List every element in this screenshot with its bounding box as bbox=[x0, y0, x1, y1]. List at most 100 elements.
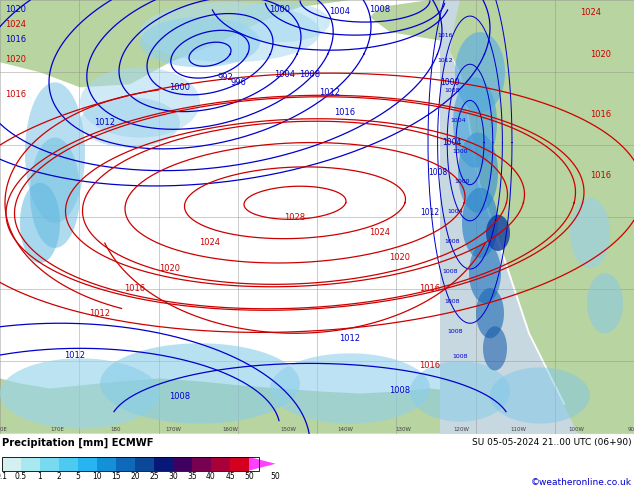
Text: 50: 50 bbox=[271, 471, 280, 481]
Bar bbox=[97, 457, 116, 470]
Polygon shape bbox=[0, 378, 634, 434]
Text: 1004: 1004 bbox=[443, 138, 462, 147]
Text: 1008: 1008 bbox=[443, 269, 458, 274]
Text: 1004: 1004 bbox=[450, 119, 466, 123]
Text: 1024: 1024 bbox=[580, 8, 601, 17]
Text: 1020: 1020 bbox=[389, 253, 410, 263]
Text: 50: 50 bbox=[244, 471, 254, 481]
Bar bbox=[40, 457, 59, 470]
Text: 1024: 1024 bbox=[5, 20, 26, 29]
Polygon shape bbox=[469, 243, 501, 303]
Text: 1008: 1008 bbox=[444, 299, 460, 304]
Text: 180E: 180E bbox=[0, 427, 7, 432]
Text: SU 05-05-2024 21..00 UTC (06+90): SU 05-05-2024 21..00 UTC (06+90) bbox=[472, 438, 632, 446]
Text: 100W: 100W bbox=[568, 427, 585, 432]
Text: 160W: 160W bbox=[223, 427, 238, 432]
Text: 992: 992 bbox=[217, 73, 233, 82]
Bar bbox=[59, 457, 78, 470]
Polygon shape bbox=[230, 2, 330, 42]
Text: 1020: 1020 bbox=[590, 50, 611, 59]
Bar bbox=[211, 457, 230, 470]
Text: 2: 2 bbox=[56, 471, 61, 481]
Text: 150W: 150W bbox=[280, 427, 296, 432]
Text: 1008: 1008 bbox=[447, 329, 463, 334]
Text: 1000: 1000 bbox=[452, 148, 468, 153]
Bar bbox=[173, 457, 192, 470]
Text: 1020: 1020 bbox=[5, 5, 26, 14]
Text: 1016: 1016 bbox=[124, 284, 146, 293]
Text: 140W: 140W bbox=[338, 427, 354, 432]
Polygon shape bbox=[140, 17, 260, 67]
Bar bbox=[192, 457, 211, 470]
Text: 1008: 1008 bbox=[299, 70, 321, 79]
Text: 1008: 1008 bbox=[444, 88, 460, 94]
Bar bbox=[135, 457, 154, 470]
Text: 1008: 1008 bbox=[429, 168, 448, 177]
Text: 0.1: 0.1 bbox=[0, 471, 8, 481]
Text: 1016: 1016 bbox=[5, 35, 26, 44]
Text: 1008: 1008 bbox=[452, 354, 468, 359]
Text: 1020: 1020 bbox=[160, 264, 181, 272]
Text: 1000: 1000 bbox=[169, 83, 190, 92]
Text: 1024: 1024 bbox=[370, 228, 391, 237]
Text: 1000: 1000 bbox=[269, 5, 290, 14]
Polygon shape bbox=[0, 0, 350, 87]
Text: 1004: 1004 bbox=[447, 209, 463, 214]
Bar bbox=[116, 457, 135, 470]
Polygon shape bbox=[440, 0, 634, 434]
Text: 0.5: 0.5 bbox=[15, 471, 27, 481]
Text: 1008: 1008 bbox=[389, 387, 411, 395]
Polygon shape bbox=[486, 215, 510, 251]
Polygon shape bbox=[410, 362, 510, 421]
Text: 1012: 1012 bbox=[339, 334, 361, 343]
Bar bbox=[230, 457, 249, 470]
Polygon shape bbox=[0, 358, 160, 429]
Text: 1004: 1004 bbox=[330, 7, 351, 16]
Text: 170W: 170W bbox=[165, 427, 181, 432]
Polygon shape bbox=[462, 188, 498, 258]
Text: 1008: 1008 bbox=[444, 239, 460, 244]
Bar bbox=[2, 457, 21, 470]
Polygon shape bbox=[458, 132, 498, 213]
Text: 30: 30 bbox=[168, 471, 178, 481]
Polygon shape bbox=[453, 77, 497, 168]
Polygon shape bbox=[570, 198, 610, 268]
Text: 1016: 1016 bbox=[437, 33, 453, 38]
Polygon shape bbox=[455, 32, 505, 112]
Text: 1028: 1028 bbox=[285, 213, 306, 222]
Text: 20: 20 bbox=[130, 471, 140, 481]
Polygon shape bbox=[140, 2, 320, 62]
Text: 170E: 170E bbox=[51, 427, 65, 432]
Text: 110W: 110W bbox=[511, 427, 527, 432]
Bar bbox=[2, 457, 259, 470]
Text: 1012: 1012 bbox=[94, 118, 115, 127]
Text: 15: 15 bbox=[111, 471, 121, 481]
Text: 1016: 1016 bbox=[335, 108, 356, 117]
Text: 1016: 1016 bbox=[420, 284, 441, 293]
Bar bbox=[154, 457, 173, 470]
Text: 45: 45 bbox=[225, 471, 235, 481]
Polygon shape bbox=[25, 82, 85, 223]
Polygon shape bbox=[249, 457, 276, 470]
Polygon shape bbox=[483, 326, 507, 370]
Text: 1012: 1012 bbox=[89, 309, 110, 318]
Polygon shape bbox=[490, 368, 590, 424]
Text: 1000: 1000 bbox=[454, 179, 470, 184]
Text: 1016: 1016 bbox=[590, 110, 611, 120]
Polygon shape bbox=[587, 273, 623, 333]
Text: 1004: 1004 bbox=[275, 70, 295, 79]
Polygon shape bbox=[100, 343, 300, 424]
Polygon shape bbox=[80, 67, 200, 138]
Bar bbox=[78, 457, 97, 470]
Text: 1012: 1012 bbox=[320, 88, 340, 97]
Text: 130W: 130W bbox=[396, 427, 411, 432]
Text: 90W: 90W bbox=[628, 427, 634, 432]
Text: 120W: 120W bbox=[453, 427, 469, 432]
Text: ©weatheronline.co.uk: ©weatheronline.co.uk bbox=[531, 478, 632, 487]
Text: 1020: 1020 bbox=[5, 55, 26, 64]
Text: 40: 40 bbox=[206, 471, 216, 481]
Polygon shape bbox=[476, 288, 504, 338]
Text: 5: 5 bbox=[75, 471, 81, 481]
Polygon shape bbox=[440, 0, 578, 434]
Polygon shape bbox=[20, 183, 60, 263]
